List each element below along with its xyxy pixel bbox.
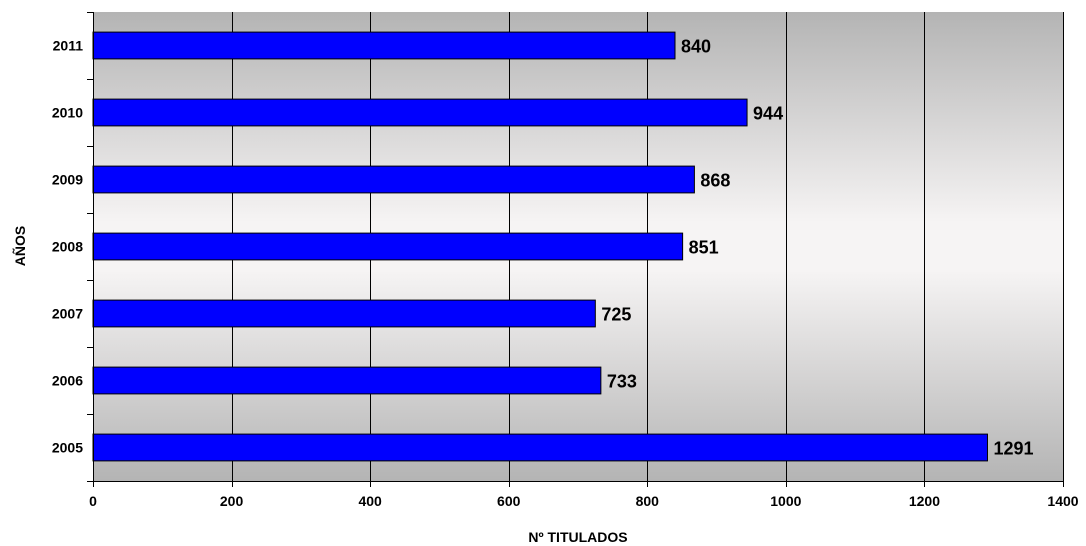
y-tick-label: 2009 [52,172,83,188]
data-label: 851 [689,238,719,258]
axes [87,12,1064,487]
y-axis-title: AÑOS [11,226,28,266]
x-axis-title: Nº TITULADOS [528,529,627,545]
x-tick-label: 1200 [909,493,940,509]
y-tick-label: 2008 [52,239,83,255]
data-label: 725 [601,305,631,325]
y-tick-label: 2011 [53,38,84,54]
bar [92,299,596,328]
y-tick-label: 2006 [52,373,83,389]
data-label: 1291 [993,439,1033,459]
x-tick-label: 1000 [770,493,801,509]
y-tick-label: 2007 [52,306,83,322]
x-tick-label: 1400 [1047,493,1078,509]
bar [92,366,602,395]
x-tick-label: 800 [636,493,660,509]
y-tick-label: 2010 [52,105,83,121]
bar [92,165,695,194]
y-tick-label: 2005 [52,440,83,456]
x-tick-label: 0 [89,493,97,509]
bars [92,31,988,462]
data-label: 840 [681,37,711,57]
x-tick-label: 600 [497,493,521,509]
x-tick-label: 200 [220,493,244,509]
data-label: 944 [753,104,783,124]
bar [92,98,748,127]
x-tick-label: 400 [358,493,382,509]
bar [92,433,988,462]
labels: 0 200 400 600 800 1000 1200 1400 2011 840 2010 944 2… [52,37,1079,510]
bar [92,232,684,261]
bar [92,31,676,60]
data-label: 733 [607,372,637,392]
data-label: 868 [700,171,730,191]
